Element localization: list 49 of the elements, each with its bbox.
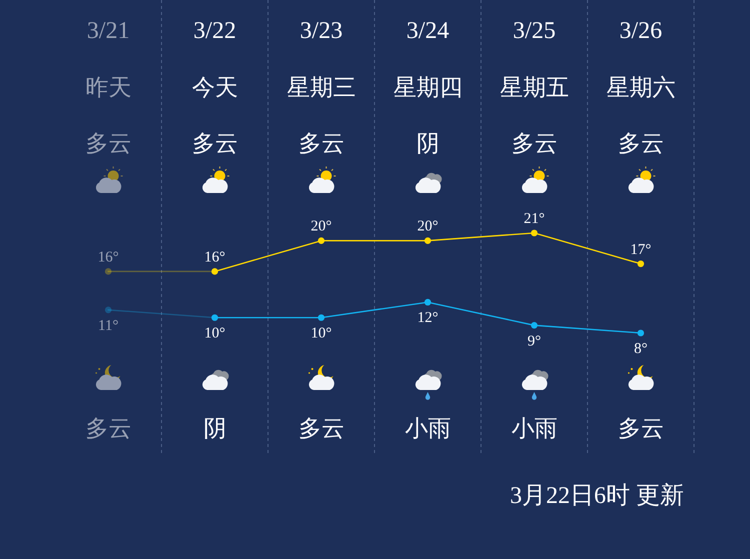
point xyxy=(637,330,644,336)
point xyxy=(530,230,538,236)
x-tick-label: 3/21 xyxy=(86,18,130,44)
text: 小雨 xyxy=(511,416,558,441)
point xyxy=(104,306,112,314)
data-label: 21° xyxy=(524,211,545,227)
text: 星期三 xyxy=(286,75,356,100)
data-label: 20° xyxy=(310,218,332,235)
text: 多云 xyxy=(298,131,344,156)
data-label: 20° xyxy=(417,218,438,235)
text: 昨天 xyxy=(85,75,132,100)
data-label: 8° xyxy=(634,341,648,357)
point xyxy=(637,260,644,268)
data-label: 16° xyxy=(98,249,119,266)
point xyxy=(211,268,218,275)
point xyxy=(424,237,432,244)
x-tick-label: 3/26 xyxy=(619,18,662,44)
text: 多云 xyxy=(192,131,238,156)
data-label: 17° xyxy=(630,242,652,258)
data-label: 11° xyxy=(98,318,118,334)
x-tick-label: 3/23 xyxy=(300,18,343,44)
text: 阴 xyxy=(203,416,226,441)
point xyxy=(104,268,112,275)
data-label: 10° xyxy=(204,326,226,342)
x-tick-label: 3/22 xyxy=(193,18,236,44)
text: 多云 xyxy=(511,131,558,156)
text: 星期五 xyxy=(500,75,569,100)
data-label: 10° xyxy=(310,326,332,342)
point xyxy=(318,314,325,321)
text: 多云 xyxy=(298,416,344,441)
x-tick-label: 3/24 xyxy=(406,18,450,44)
text: 阴 xyxy=(416,131,440,156)
text: 多云 xyxy=(85,416,132,441)
text: 小雨 xyxy=(404,416,451,441)
data-label: 12° xyxy=(417,310,438,326)
text: 星期四 xyxy=(393,75,462,100)
text: 今天 xyxy=(192,75,238,100)
text: 多云 xyxy=(85,131,132,156)
point xyxy=(211,314,218,321)
text: 多云 xyxy=(618,131,664,156)
x-tick-label: 3/25 xyxy=(512,18,556,44)
text: 3月22日6时 更新 xyxy=(510,482,684,509)
point xyxy=(530,322,538,329)
text: 星期六 xyxy=(606,75,676,100)
point xyxy=(424,298,432,306)
point xyxy=(318,237,325,244)
text: 多云 xyxy=(618,416,664,441)
data-label: 16° xyxy=(204,249,226,266)
data-label: 9° xyxy=(528,333,541,350)
